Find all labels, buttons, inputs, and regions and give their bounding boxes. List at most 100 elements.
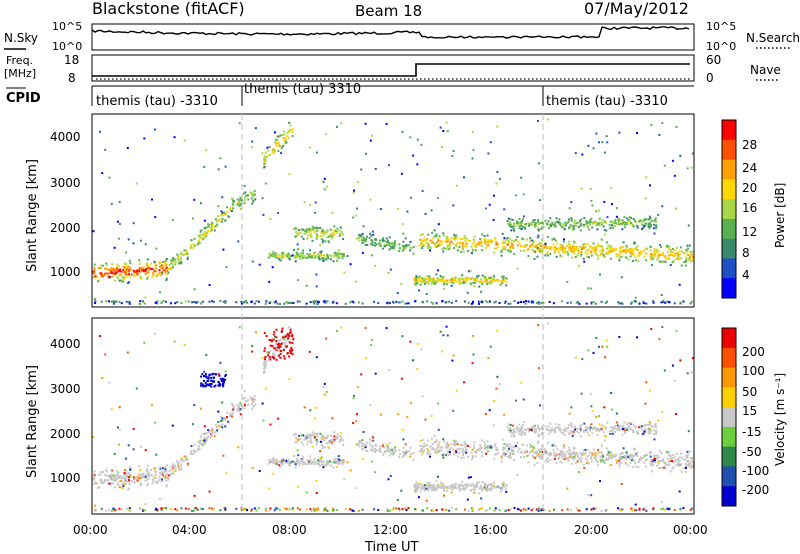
echo-pixel	[587, 494, 590, 496]
echo-pixel	[309, 508, 312, 511]
echo-pixel	[563, 429, 566, 432]
echo-pixel	[565, 450, 568, 453]
echo-pixel	[224, 165, 227, 168]
echo-pixel	[434, 449, 437, 451]
echo-pixel	[481, 283, 484, 286]
echo-pixel	[555, 462, 558, 464]
echo-pixel	[243, 404, 246, 407]
echo-pixel	[586, 431, 589, 434]
echo-pixel	[263, 332, 266, 335]
echo-pixel	[510, 435, 513, 438]
echo-pixel	[657, 213, 660, 216]
echo-pixel	[620, 509, 623, 512]
echo-pixel	[564, 248, 567, 251]
echo-pixel	[301, 228, 303, 231]
echo-pixel	[544, 425, 547, 428]
echo-pixel	[308, 434, 310, 437]
echo-pixel	[653, 219, 656, 222]
echo-pixel	[613, 225, 616, 227]
echo-pixel	[469, 446, 471, 448]
echo-pixel	[620, 302, 623, 305]
echo-pixel	[643, 507, 646, 510]
echo-pixel	[524, 226, 527, 229]
echo-pixel	[250, 402, 253, 405]
echo-pixel	[244, 191, 247, 194]
echo-pixel	[122, 280, 125, 283]
echo-pixel	[420, 143, 423, 146]
echo-pixel	[655, 227, 657, 230]
echo-pixel	[461, 281, 464, 284]
echo-pixel	[474, 455, 477, 458]
echo-pixel	[464, 487, 467, 490]
echo-pixel	[412, 252, 415, 255]
echo-pixel	[522, 508, 525, 511]
echo-pixel	[415, 275, 418, 277]
echo-pixel	[397, 413, 400, 416]
echo-pixel	[301, 434, 303, 437]
echo-pixel	[275, 462, 278, 465]
echo-pixel	[284, 139, 286, 142]
echo-pixel	[528, 430, 531, 433]
echo-pixel	[297, 459, 300, 462]
echo-pixel	[606, 252, 609, 255]
echo-pixel	[261, 152, 264, 155]
echo-pixel	[402, 244, 404, 247]
echo-pixel	[504, 240, 507, 243]
echo-pixel	[606, 421, 609, 424]
echo-pixel	[689, 462, 692, 465]
echo-pixel	[537, 162, 540, 165]
echo-pixel	[208, 225, 211, 228]
echo-pixel	[632, 454, 635, 457]
echo-pixel	[412, 458, 415, 461]
echo-pixel	[211, 430, 214, 433]
echo-pixel	[481, 249, 484, 252]
echo-pixel	[518, 429, 521, 432]
echo-pixel	[604, 509, 607, 512]
echo-pixel	[301, 257, 304, 259]
echo-pixel	[419, 238, 422, 241]
echo-pixel	[313, 460, 316, 463]
echo-pixel	[277, 344, 280, 347]
echo-pixel	[473, 447, 476, 450]
echo-pixel	[501, 488, 504, 491]
echo-pixel	[678, 456, 681, 459]
echo-pixel	[385, 237, 388, 240]
echo-pixel	[432, 487, 435, 490]
echo-pixel	[269, 460, 271, 463]
echo-pixel	[361, 233, 364, 236]
echo-pixel	[458, 485, 461, 488]
echo-pixel	[211, 373, 214, 376]
echo-pixel	[422, 279, 425, 282]
echo-pixel	[490, 240, 493, 243]
echo-pixel	[524, 244, 526, 247]
echo-pixel	[361, 242, 363, 245]
echo-pixel	[645, 381, 648, 384]
echo-pixel	[465, 242, 468, 245]
echo-pixel	[274, 458, 277, 461]
echo-pixel	[240, 199, 243, 202]
echo-pixel	[207, 229, 210, 232]
echo-pixel	[599, 428, 602, 431]
echo-pixel	[539, 454, 541, 457]
echo-pixel	[653, 232, 656, 235]
echo-pixel	[358, 442, 361, 445]
echo-pixel	[136, 476, 138, 479]
echo-pixel	[224, 373, 227, 376]
echo-pixel	[642, 300, 645, 303]
echo-pixel	[315, 443, 318, 446]
echo-pixel	[210, 432, 213, 435]
echo-pixel	[159, 291, 161, 294]
echo-pixel	[469, 489, 472, 492]
echo-pixel	[426, 488, 429, 491]
echo-pixel	[609, 432, 612, 435]
echo-pixel	[443, 281, 446, 284]
echo-pixel	[417, 279, 420, 282]
echo-pixel	[509, 224, 512, 226]
echo-pixel	[147, 475, 150, 477]
echo-pixel	[283, 337, 286, 340]
echo-pixel	[294, 463, 297, 466]
echo-pixel	[663, 255, 666, 258]
echo-pixel	[677, 254, 680, 257]
echo-pixel	[546, 457, 549, 460]
echo-pixel	[598, 217, 601, 220]
